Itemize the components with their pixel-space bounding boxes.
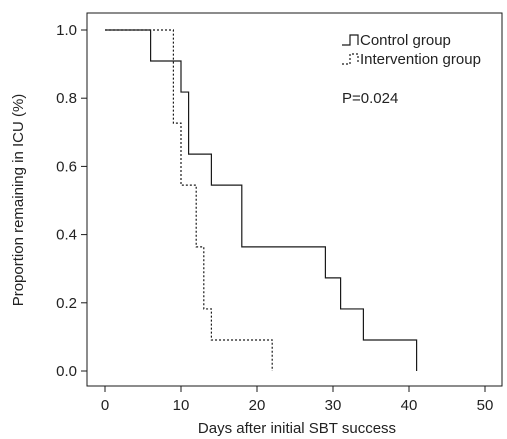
x-tick-label: 0: [101, 397, 109, 414]
y-axis-title: Proportion remaining in ICU (%): [10, 94, 27, 307]
legend: Control group Intervention group: [342, 32, 481, 68]
series-line-intervention-group: [105, 29, 273, 371]
p-value-annotation: P=0.024: [342, 90, 398, 107]
x-axis-title: Days after initial SBT success: [198, 420, 396, 437]
legend-symbol-intervention-group: [342, 53, 359, 65]
x-tick-label: 30: [325, 397, 342, 414]
y-tick-label: 0.8: [56, 90, 77, 107]
x-tick-label: 40: [401, 397, 418, 414]
y-tick-label: 0.0: [56, 363, 77, 380]
y-tick-label: 0.2: [56, 295, 77, 312]
legend-symbol-control-group: [342, 34, 359, 46]
series-line-control-group: [105, 29, 418, 371]
y-tick-label: 1.0: [56, 22, 77, 39]
x-tick-label: 50: [477, 397, 494, 414]
y-tick-label: 0.4: [56, 227, 77, 244]
axes: 0 10 20 30 40 50 0.0 0.2 0.4 0.6 0.8 1.0: [56, 22, 493, 414]
x-tick-label: 10: [173, 397, 190, 414]
legend-label-control-group: Control group: [360, 32, 451, 49]
legend-label-intervention-group: Intervention group: [360, 51, 481, 68]
series-layer: [105, 29, 418, 371]
y-tick-label: 0.6: [56, 158, 77, 175]
x-tick-label: 20: [249, 397, 266, 414]
plot-frame: [86, 12, 503, 387]
